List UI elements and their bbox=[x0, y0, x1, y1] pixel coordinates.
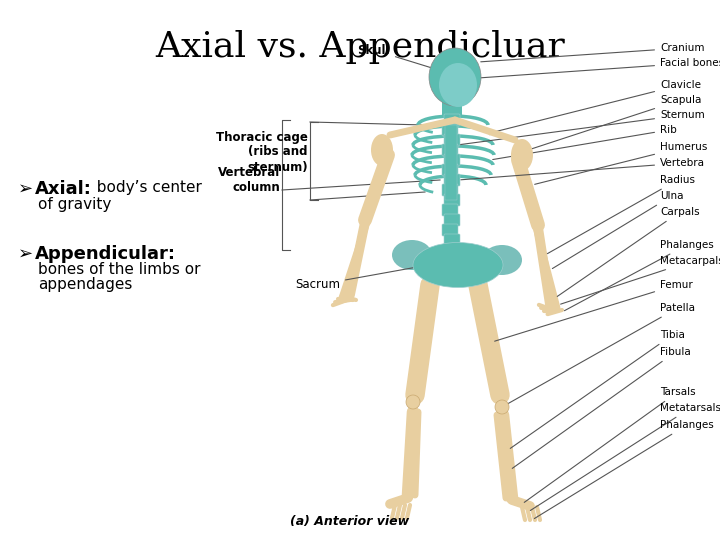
Text: Metatarsals: Metatarsals bbox=[531, 403, 720, 510]
Text: Appendicular:: Appendicular: bbox=[35, 245, 176, 263]
Ellipse shape bbox=[392, 240, 432, 270]
FancyBboxPatch shape bbox=[444, 134, 460, 146]
Text: Femur: Femur bbox=[495, 280, 693, 341]
FancyBboxPatch shape bbox=[444, 214, 460, 226]
Ellipse shape bbox=[511, 139, 533, 171]
FancyBboxPatch shape bbox=[442, 164, 458, 176]
Text: Tibia: Tibia bbox=[510, 330, 685, 448]
Text: Axial vs. Appendicluar: Axial vs. Appendicluar bbox=[155, 30, 565, 64]
Bar bbox=[445, 125, 457, 200]
Text: Vertebra: Vertebra bbox=[461, 158, 705, 180]
Text: Metacarpals: Metacarpals bbox=[561, 256, 720, 304]
Text: Sacrum: Sacrum bbox=[295, 262, 442, 292]
Text: Fibula: Fibula bbox=[512, 347, 690, 468]
Text: body’s center: body’s center bbox=[87, 180, 202, 195]
FancyBboxPatch shape bbox=[442, 204, 458, 216]
Text: Radius: Radius bbox=[547, 175, 695, 254]
Text: Clavicle: Clavicle bbox=[492, 80, 701, 132]
Text: Patella: Patella bbox=[505, 303, 695, 406]
Text: Facial bones: Facial bones bbox=[481, 58, 720, 78]
Text: Cranium: Cranium bbox=[481, 43, 704, 62]
Text: Phalanges: Phalanges bbox=[564, 240, 714, 310]
Ellipse shape bbox=[413, 242, 503, 287]
Text: Rib: Rib bbox=[492, 125, 677, 159]
Text: Scapula: Scapula bbox=[525, 95, 701, 151]
Text: Carpals: Carpals bbox=[557, 207, 700, 296]
Ellipse shape bbox=[406, 395, 420, 409]
Text: Humerus: Humerus bbox=[535, 142, 707, 184]
Text: bones of the limbs or: bones of the limbs or bbox=[38, 262, 200, 277]
Ellipse shape bbox=[495, 400, 509, 414]
Text: Skull: Skull bbox=[358, 44, 442, 71]
Text: Thoracic cage
(ribs and
sternum): Thoracic cage (ribs and sternum) bbox=[216, 131, 308, 173]
Text: ➢: ➢ bbox=[18, 245, 33, 263]
Text: Axial:: Axial: bbox=[35, 180, 92, 198]
FancyBboxPatch shape bbox=[450, 254, 466, 266]
FancyBboxPatch shape bbox=[442, 224, 458, 236]
Ellipse shape bbox=[482, 245, 522, 275]
FancyBboxPatch shape bbox=[444, 114, 460, 126]
FancyBboxPatch shape bbox=[444, 174, 460, 186]
FancyBboxPatch shape bbox=[442, 144, 458, 156]
Text: of gravity: of gravity bbox=[38, 197, 112, 212]
Text: Ulna: Ulna bbox=[552, 191, 683, 268]
Text: Sternum: Sternum bbox=[460, 110, 705, 145]
Bar bbox=[442, 95, 462, 115]
Text: Phalanges: Phalanges bbox=[534, 420, 714, 518]
Ellipse shape bbox=[439, 63, 477, 107]
FancyBboxPatch shape bbox=[442, 124, 458, 136]
Text: Vertebral
column: Vertebral column bbox=[217, 166, 280, 194]
Text: Tarsals: Tarsals bbox=[524, 387, 696, 502]
Text: appendages: appendages bbox=[38, 277, 132, 292]
FancyBboxPatch shape bbox=[447, 244, 463, 256]
FancyBboxPatch shape bbox=[442, 184, 458, 196]
FancyBboxPatch shape bbox=[444, 194, 460, 206]
FancyBboxPatch shape bbox=[444, 154, 460, 166]
Ellipse shape bbox=[429, 48, 481, 106]
Ellipse shape bbox=[371, 134, 393, 166]
Text: ➢: ➢ bbox=[18, 180, 33, 198]
Text: (a) Anterior view: (a) Anterior view bbox=[290, 515, 410, 528]
FancyBboxPatch shape bbox=[444, 234, 460, 246]
